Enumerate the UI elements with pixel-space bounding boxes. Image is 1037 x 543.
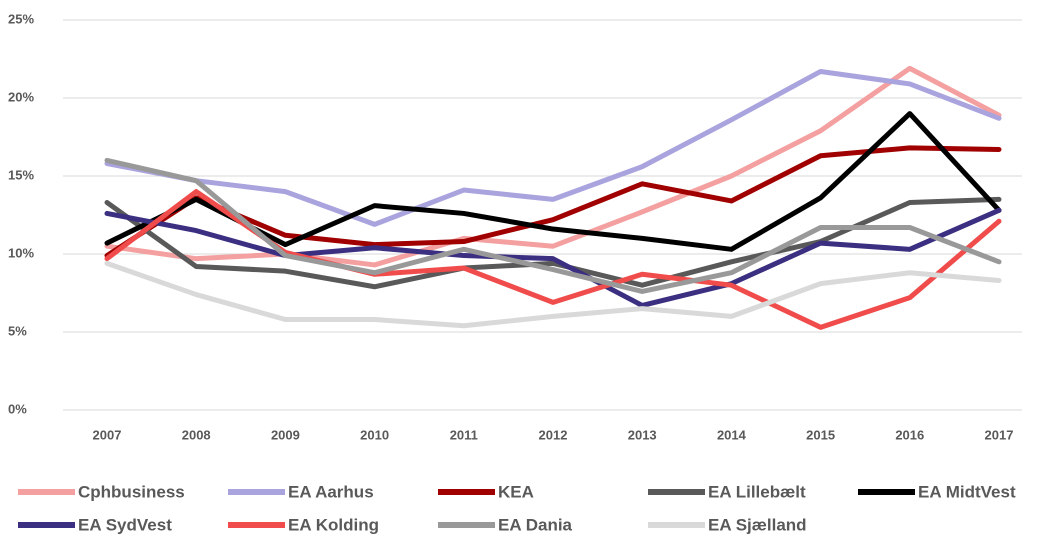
y-tick-label: 0% (8, 401, 27, 416)
x-tick-label: 2012 (539, 427, 568, 442)
legend-label: Cphbusiness (78, 482, 185, 501)
legend-label: EA Kolding (288, 515, 379, 534)
y-tick-label: 10% (8, 245, 34, 260)
legend-label: EA SydVest (78, 515, 172, 534)
x-tick-label: 2010 (360, 427, 389, 442)
series-line (104, 145, 1002, 259)
legend-label: EA MidtVest (918, 482, 1016, 501)
legend-label: EA Dania (498, 515, 573, 534)
x-tick-label: 2011 (450, 427, 478, 442)
y-tick-label: 25% (8, 11, 34, 26)
x-tick-label: 2007 (93, 427, 122, 442)
x-tick-label: 2008 (182, 427, 211, 442)
x-tick-label: 2014 (717, 427, 747, 442)
x-tick-label: 2017 (985, 427, 1014, 442)
y-tick-label: 15% (8, 167, 34, 182)
legend-label: KEA (498, 482, 534, 501)
legend-label: EA Sjælland (708, 515, 807, 534)
legend-label: EA Aarhus (288, 482, 374, 501)
x-tick-label: 2009 (271, 427, 300, 442)
x-tick-label: 2015 (806, 427, 835, 442)
y-tick-label: 5% (8, 323, 27, 338)
y-tick-label: 20% (8, 89, 34, 104)
series-line (104, 157, 1002, 294)
legend-label: EA Lillebælt (708, 482, 806, 501)
x-tick-label: 2016 (895, 427, 924, 442)
series-line (104, 68, 1002, 227)
series-line (104, 207, 1002, 308)
x-tick-label: 2013 (628, 427, 657, 442)
series-line (104, 65, 1002, 268)
series-line (104, 260, 1002, 329)
